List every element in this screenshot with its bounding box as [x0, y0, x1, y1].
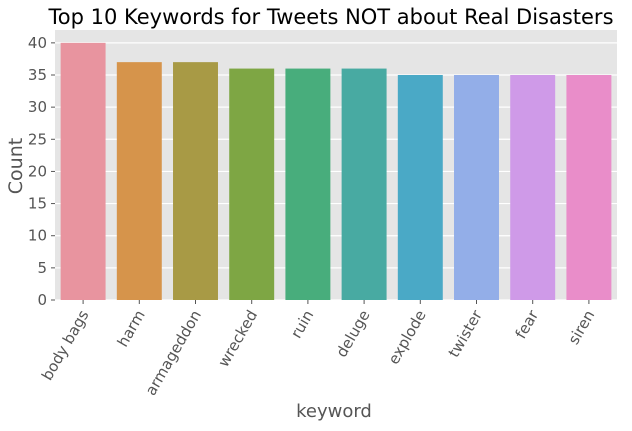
x-tick-label: body bags	[38, 307, 93, 384]
y-tick-labels: 0 5 10 15 20 25 30 35 40	[28, 34, 55, 309]
bar-wrecked	[229, 68, 275, 300]
x-tick-label: siren	[564, 307, 598, 348]
x-tick-label: harm	[114, 307, 149, 350]
bar-twister	[454, 75, 499, 300]
y-tick-label: 10	[28, 227, 47, 245]
y-tick-label: 5	[37, 259, 47, 277]
y-tick-label: 30	[28, 98, 47, 116]
y-tick-label: 35	[28, 66, 47, 84]
x-tick-label: deluge	[332, 307, 373, 360]
bar-harm	[116, 62, 162, 301]
bar-body-bags	[60, 42, 106, 300]
y-tick-label: 25	[28, 130, 47, 148]
x-tick-label: armageddon	[142, 307, 205, 399]
x-tick-label: explode	[384, 307, 429, 368]
y-tick-label: 40	[28, 34, 47, 52]
x-tick-label: ruin	[287, 307, 317, 341]
x-tick-label: twister	[445, 306, 487, 360]
bar-ruin	[285, 68, 331, 300]
y-tick-label: 0	[37, 291, 47, 309]
y-axis-label: Count	[5, 138, 27, 194]
y-tick-label: 15	[28, 195, 47, 213]
x-axis-label: keyword	[296, 401, 372, 422]
bar-explode	[397, 75, 443, 300]
bar-armageddon	[173, 62, 218, 301]
bars	[60, 42, 612, 301]
y-tick-label: 20	[28, 162, 47, 180]
bar-fear	[510, 75, 556, 300]
x-tick-label: fear	[512, 306, 543, 342]
bar-deluge	[341, 68, 387, 300]
chart-title: Top 10 Keywords for Tweets NOT about Rea…	[47, 5, 613, 29]
x-tick-label: wrecked	[214, 307, 261, 370]
bar-siren	[566, 75, 612, 300]
